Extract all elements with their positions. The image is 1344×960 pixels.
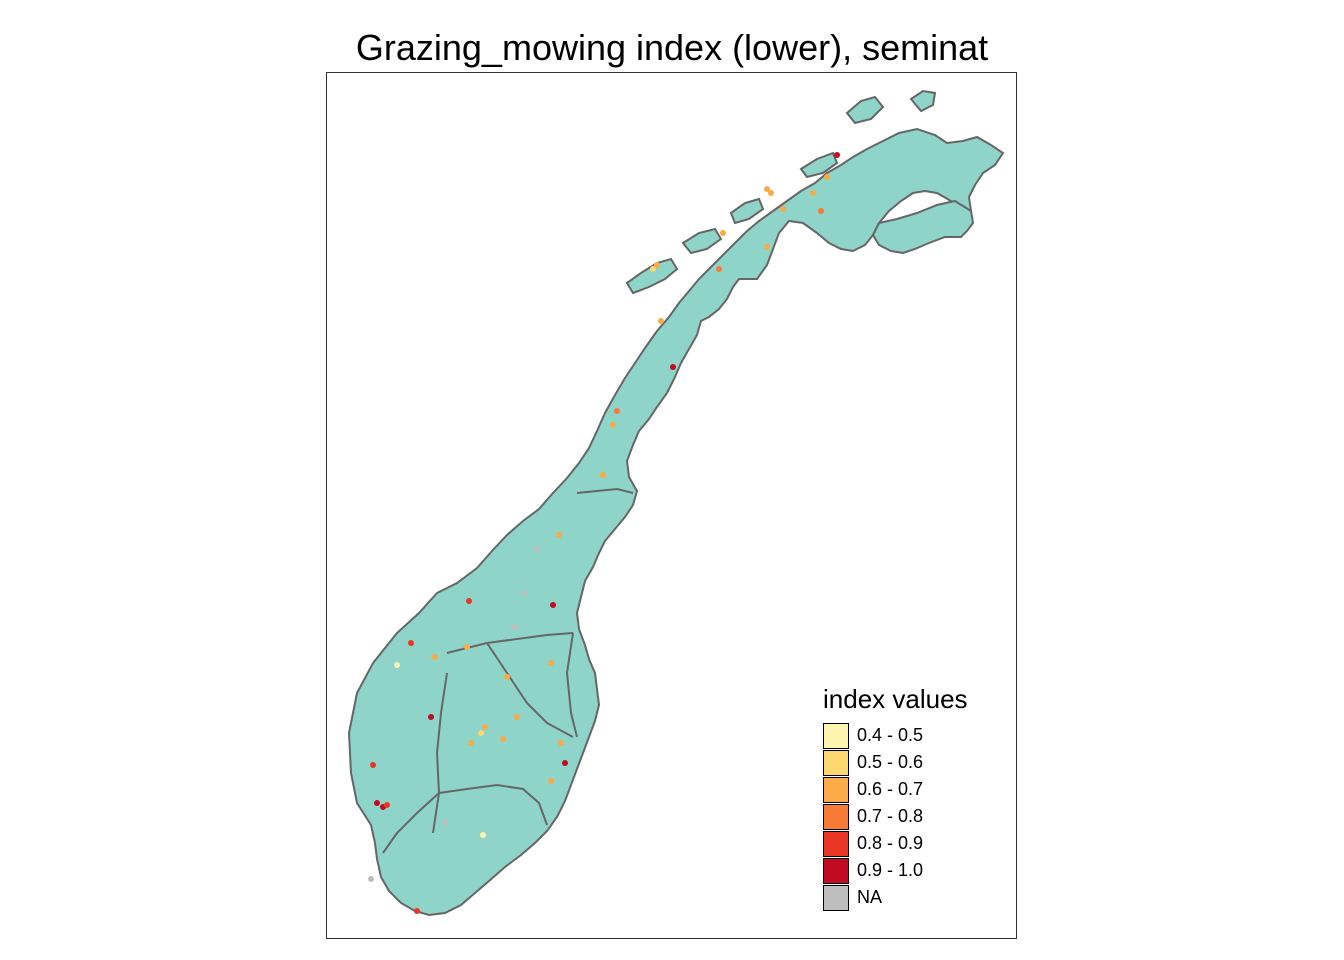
sample-point bbox=[442, 820, 448, 826]
coastal-island bbox=[845, 95, 885, 125]
sample-point bbox=[384, 802, 390, 808]
sample-point bbox=[466, 598, 472, 604]
legend-items: 0.4 - 0.5 0.5 - 0.6 0.6 - 0.7 0.7 - 0.8 0.8 … bbox=[823, 722, 1023, 911]
legend-swatch bbox=[823, 749, 849, 776]
lofoten-islands bbox=[625, 257, 679, 295]
legend-item: 0.5 - 0.6 bbox=[823, 749, 1023, 776]
sample-point bbox=[408, 640, 414, 646]
sample-point bbox=[414, 908, 420, 914]
sample-point bbox=[780, 206, 786, 212]
sample-point bbox=[550, 602, 556, 608]
sample-point bbox=[600, 472, 606, 478]
legend-item: NA bbox=[823, 884, 1023, 911]
map-panel bbox=[326, 72, 1017, 939]
region-border bbox=[446, 632, 574, 654]
sample-point bbox=[374, 800, 380, 806]
legend-item: 0.6 - 0.7 bbox=[823, 776, 1023, 803]
coastal-island bbox=[729, 197, 765, 225]
legend-swatch bbox=[823, 776, 849, 803]
region-border bbox=[382, 792, 440, 854]
legend-swatch bbox=[823, 857, 849, 884]
norway-map bbox=[347, 89, 1005, 917]
region-border bbox=[576, 487, 634, 494]
sample-point bbox=[500, 736, 506, 742]
sample-point bbox=[562, 760, 568, 766]
legend-label: 0.8 - 0.9 bbox=[857, 833, 924, 853]
sample-point bbox=[650, 266, 656, 272]
sample-point bbox=[654, 262, 660, 268]
region-border bbox=[565, 632, 578, 738]
sample-point bbox=[824, 174, 830, 180]
sample-point bbox=[548, 660, 554, 666]
legend-label: 0.5 - 0.6 bbox=[857, 752, 924, 772]
sample-point bbox=[768, 190, 774, 196]
legend-label: 0.6 - 0.7 bbox=[857, 779, 924, 799]
sample-point bbox=[818, 208, 824, 214]
sample-point bbox=[468, 740, 474, 746]
region-border bbox=[438, 783, 548, 826]
sample-point bbox=[810, 190, 816, 196]
legend: index values 0.4 - 0.5 0.5 - 0.6 0.6 - 0.7… bbox=[823, 682, 1023, 911]
sample-point bbox=[482, 724, 488, 730]
sample-point bbox=[368, 876, 374, 882]
sample-point bbox=[764, 244, 770, 250]
norway-mainland bbox=[347, 127, 1005, 917]
sample-point bbox=[764, 186, 770, 192]
sample-point bbox=[432, 654, 438, 660]
sample-point bbox=[658, 318, 664, 324]
legend-swatch bbox=[823, 884, 849, 911]
sample-point bbox=[514, 714, 520, 720]
legend-label: 0.4 - 0.5 bbox=[857, 725, 924, 745]
legend-label: 0.9 - 1.0 bbox=[857, 860, 924, 880]
region-border bbox=[432, 672, 448, 834]
legend-item: 0.4 - 0.5 bbox=[823, 722, 1023, 749]
sample-point bbox=[464, 644, 470, 650]
legend-item: 0.8 - 0.9 bbox=[823, 830, 1023, 857]
sample-points bbox=[368, 152, 840, 914]
region-borders bbox=[382, 487, 634, 854]
sample-point bbox=[614, 408, 620, 414]
finnmark-region bbox=[871, 199, 975, 255]
sample-point bbox=[534, 546, 540, 552]
legend-item: 0.7 - 0.8 bbox=[823, 803, 1023, 830]
legend-item: 0.9 - 1.0 bbox=[823, 857, 1023, 884]
coastal-island bbox=[909, 89, 937, 113]
legend-label: NA bbox=[857, 887, 883, 907]
sample-point bbox=[522, 590, 528, 596]
sample-point bbox=[558, 740, 564, 746]
sample-point bbox=[512, 624, 518, 630]
legend-swatch bbox=[823, 803, 849, 830]
sample-point bbox=[428, 714, 434, 720]
sample-point bbox=[610, 422, 616, 428]
vesteralen-islands bbox=[681, 227, 723, 255]
land-area bbox=[347, 89, 1005, 917]
coastal-island bbox=[799, 151, 839, 179]
region-border bbox=[486, 642, 574, 738]
sample-point bbox=[370, 762, 376, 768]
legend-swatch bbox=[823, 722, 849, 749]
legend-label: 0.7 - 0.8 bbox=[857, 806, 924, 826]
sample-point bbox=[670, 364, 676, 370]
sample-point bbox=[834, 152, 840, 158]
sample-point bbox=[548, 778, 554, 784]
legend-swatch bbox=[823, 830, 849, 857]
sample-point bbox=[394, 662, 400, 668]
sample-point bbox=[716, 266, 722, 272]
sample-point bbox=[478, 730, 484, 736]
sample-point bbox=[504, 674, 510, 680]
page-title: Grazing_mowing index (lower), seminat bbox=[355, 27, 989, 68]
sample-point bbox=[720, 230, 726, 236]
sample-point bbox=[556, 532, 562, 538]
sample-point bbox=[480, 832, 486, 838]
legend-title: index values bbox=[823, 684, 968, 714]
